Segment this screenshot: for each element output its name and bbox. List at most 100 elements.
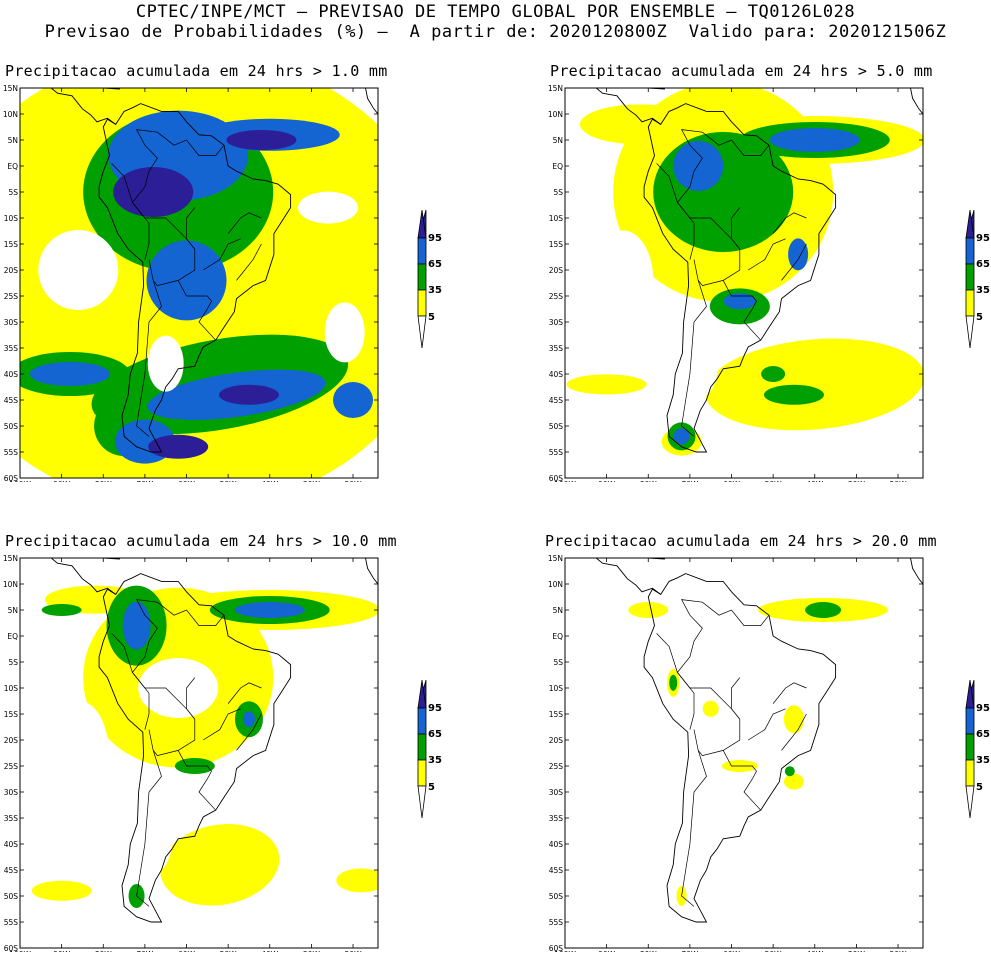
lat-label: 45S bbox=[549, 396, 564, 405]
lat-label: 10S bbox=[549, 684, 564, 693]
lon-label: 30W bbox=[848, 950, 866, 952]
lat-label: 25S bbox=[4, 762, 19, 771]
lon-label: 40W bbox=[806, 480, 824, 482]
lon-label: 70W bbox=[681, 950, 699, 952]
lon-label: 100W bbox=[9, 950, 31, 952]
lat-label: 5N bbox=[553, 606, 563, 615]
map-frame bbox=[19, 87, 379, 479]
map-frame bbox=[19, 557, 379, 949]
legend-tick-label: 35 bbox=[428, 285, 442, 296]
legend-tick-label: 65 bbox=[428, 729, 442, 740]
legend-tick-label: 65 bbox=[976, 729, 990, 740]
header-title: CPTEC/INPE/MCT — PREVISAO DE TEMPO GLOBA… bbox=[135, 2, 856, 22]
lat-label: 20S bbox=[549, 736, 564, 745]
lon-label: 100W bbox=[554, 480, 576, 482]
panel-title-20mm: Precipitacao acumulada em 24 hrs > 20.0 … bbox=[545, 532, 937, 550]
lat-label: EQ bbox=[552, 162, 563, 171]
lat-label: 10S bbox=[4, 684, 19, 693]
lat-label: 60S bbox=[549, 944, 564, 952]
lon-label: 80W bbox=[95, 950, 113, 952]
legend-tick-label: 95 bbox=[428, 233, 442, 244]
lat-label: 40S bbox=[549, 840, 564, 849]
legend-tick-label: 65 bbox=[976, 259, 990, 270]
lon-label: 80W bbox=[640, 950, 658, 952]
lat-label: 30S bbox=[4, 788, 19, 797]
lat-label: 30S bbox=[549, 318, 564, 327]
lon-label: 90W bbox=[53, 480, 71, 482]
lat-label: 55S bbox=[549, 918, 564, 927]
lat-label: 35S bbox=[4, 344, 19, 353]
lat-label: 60S bbox=[549, 474, 564, 482]
lat-label: 15S bbox=[549, 240, 564, 249]
panel-title-5mm: Precipitacao acumulada em 24 hrs > 5.0 m… bbox=[550, 62, 933, 80]
lon-label: 20W bbox=[890, 480, 908, 482]
lat-label: 55S bbox=[549, 448, 564, 457]
lat-label: 15S bbox=[549, 710, 564, 719]
legend-tick-label: 5 bbox=[976, 782, 983, 793]
map-panel-10mm: 15N 10N 5N EQ 5S 10S 15S 20S 25S 30S 35S 40S 45S 50S 5… bbox=[0, 554, 380, 957]
lat-label: 35S bbox=[549, 344, 564, 353]
lon-label: 30W bbox=[303, 480, 321, 482]
coastlines bbox=[50, 88, 378, 453]
lon-label: 80W bbox=[95, 480, 113, 482]
lat-label: 45S bbox=[4, 866, 19, 875]
lon-label: 90W bbox=[598, 480, 616, 482]
legend-tick-label: 95 bbox=[976, 233, 990, 244]
map-frame bbox=[564, 87, 924, 479]
lon-label: 60W bbox=[723, 480, 741, 482]
lon-label: 60W bbox=[178, 480, 196, 482]
lat-label: 5S bbox=[553, 658, 563, 667]
lat-label: 5N bbox=[8, 606, 18, 615]
lon-label: 80W bbox=[640, 480, 658, 482]
lat-label: 15N bbox=[548, 554, 563, 563]
map-panel-1mm: 15N 10N 5N EQ 5S 10S 15S 20S 25S 30S 35S 40S 45S 50S 5… bbox=[0, 84, 380, 489]
lat-label: 25S bbox=[4, 292, 19, 301]
lon-label: 70W bbox=[136, 950, 154, 952]
probability-field bbox=[628, 598, 889, 906]
panel-title-10mm: Precipitacao acumulada em 24 hrs > 10.0 … bbox=[5, 532, 397, 550]
lat-label: 15N bbox=[3, 84, 18, 93]
lon-label: 20W bbox=[345, 480, 363, 482]
lat-label: 10N bbox=[3, 580, 18, 589]
lon-label: 40W bbox=[261, 950, 279, 952]
lat-label: EQ bbox=[7, 162, 18, 171]
legend-tick-label: 5 bbox=[976, 312, 983, 323]
legend-5mm: 95 65 35 5 bbox=[960, 209, 990, 359]
lat-label: 50S bbox=[549, 892, 564, 901]
lat-label: EQ bbox=[552, 632, 563, 641]
lon-label: 50W bbox=[220, 480, 238, 482]
lon-label: 50W bbox=[220, 950, 238, 952]
lon-label: 70W bbox=[136, 480, 154, 482]
lat-label: 60S bbox=[4, 944, 19, 952]
lat-label: 50S bbox=[4, 422, 19, 431]
legend-tick-label: 35 bbox=[976, 755, 990, 766]
map-panel-5mm: 15N 10N 5N EQ 5S 10S 15S 20S 25S 30S 35S 40S 45S 50S 5… bbox=[545, 84, 925, 489]
legend-tick-label: 35 bbox=[428, 755, 442, 766]
lat-label: 25S bbox=[549, 762, 564, 771]
map-frame bbox=[564, 557, 924, 949]
probability-field bbox=[566, 88, 923, 456]
lon-label: 40W bbox=[261, 480, 279, 482]
legend-tick-label: 5 bbox=[428, 782, 435, 793]
legend-tick-label: 35 bbox=[976, 285, 990, 296]
legend-tick-label: 5 bbox=[428, 312, 435, 323]
panel-title-1mm: Precipitacao acumulada em 24 hrs > 1.0 m… bbox=[5, 62, 388, 80]
lat-label: 15S bbox=[4, 710, 19, 719]
legend-tick-label: 95 bbox=[428, 703, 442, 714]
legend-tick-label: 65 bbox=[428, 259, 442, 270]
lon-label: 50W bbox=[765, 480, 783, 482]
lat-label: 5S bbox=[8, 658, 18, 667]
lat-label: 10S bbox=[4, 214, 19, 223]
lat-label: 55S bbox=[4, 918, 19, 927]
lat-label: 35S bbox=[4, 814, 19, 823]
lat-label: 55S bbox=[4, 448, 19, 457]
legend-tick-label: 95 bbox=[976, 703, 990, 714]
legend-1mm: 95 65 35 5 bbox=[412, 209, 442, 359]
coastlines bbox=[50, 558, 378, 923]
lon-label: 20W bbox=[890, 950, 908, 952]
lat-label: 20S bbox=[549, 266, 564, 275]
lat-label: 40S bbox=[4, 840, 19, 849]
lat-label: 25S bbox=[549, 292, 564, 301]
lat-label: 40S bbox=[549, 370, 564, 379]
lon-label: 100W bbox=[554, 950, 576, 952]
